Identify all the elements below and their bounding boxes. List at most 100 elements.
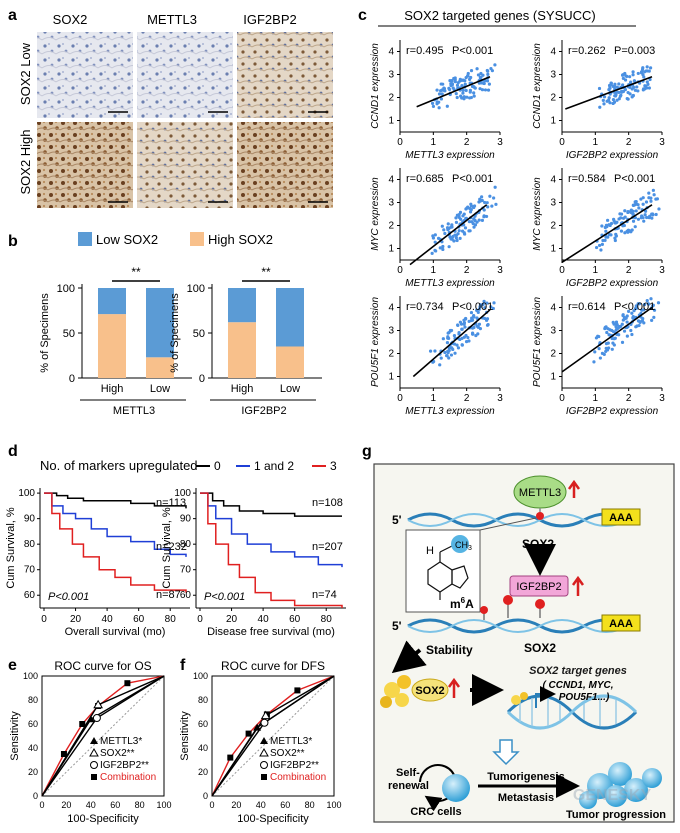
y-tick-label: 100 (187, 283, 205, 295)
scatter-point (640, 214, 644, 218)
scatter-point (623, 71, 627, 76)
scatter-point (451, 234, 455, 239)
sox2-label: SOX2 (522, 537, 554, 551)
mrna-strand (407, 512, 629, 528)
scatter-point (469, 318, 473, 323)
roc-curve (41, 675, 165, 797)
scatter-point (641, 317, 645, 321)
scatter-point (478, 87, 482, 91)
scatter-point (643, 87, 647, 91)
scatter-point (604, 346, 608, 350)
scatter-point (600, 351, 605, 355)
bar-low-sox2 (146, 288, 174, 358)
scatter-point (607, 96, 611, 100)
roc-legend-label: Combination (270, 772, 326, 783)
scatter-point (598, 105, 602, 109)
scatter-point (617, 97, 621, 101)
scatter-point (473, 218, 477, 222)
scatter-point (605, 330, 609, 335)
x-tick-label: 0 (559, 137, 565, 148)
x-tick-label: 0 (209, 800, 214, 810)
scatter-point (447, 348, 451, 353)
scatter-point (471, 85, 476, 89)
scatter-point (635, 324, 639, 328)
scatter-point (614, 232, 618, 236)
crc-cell (442, 774, 470, 802)
scatter-point (643, 70, 647, 74)
scatter-point (620, 340, 625, 344)
panel-label-f: f (180, 657, 186, 674)
scatter-point (641, 202, 645, 206)
scatter-point (439, 97, 443, 101)
n-label: n=207 (312, 541, 343, 553)
roc-title: ROC curve for DFS (221, 659, 325, 673)
sox2-protein-label: SOX2 (415, 685, 444, 697)
scatter-point (450, 82, 454, 86)
scatter-point (454, 236, 458, 240)
y-tick-label: 50 (193, 328, 205, 340)
scatter-point (611, 320, 615, 324)
polya-tail (601, 614, 641, 632)
y-axis-label: Cum Survival, % (5, 507, 17, 589)
roc-legend-label: SOX2** (100, 748, 135, 759)
scatter-point (608, 101, 612, 105)
x-tick-label: 0 (197, 614, 203, 625)
scatter-point (433, 349, 437, 353)
scatter-point (650, 216, 654, 220)
scatter-point (610, 347, 614, 351)
regression-line (565, 76, 653, 110)
scatter-point (592, 360, 596, 364)
scatter-point (430, 101, 435, 105)
x-tick-label: 20 (226, 614, 238, 625)
metastasis-label: Metastasis (498, 792, 554, 804)
y-tick-label: 50 (63, 328, 75, 340)
scatter-point (462, 231, 466, 235)
y-axis-label: POU5F1 expression (532, 297, 543, 387)
scatter-point (443, 231, 447, 236)
y-tick-label: 0 (199, 373, 205, 385)
scatter-point (472, 315, 476, 319)
x-tick-label: High (231, 383, 254, 395)
scatter-point (611, 98, 616, 102)
panel-b: Low SOX2 High SOX2 0 50 100 % of Specimens H… (39, 232, 322, 417)
open-down-arrow-icon (492, 739, 520, 766)
m6a-structure (405, 529, 481, 613)
scatter-point (482, 81, 486, 86)
p-value: P<0.001 (452, 301, 493, 313)
scatter-point (462, 335, 466, 339)
scatter-point (445, 104, 449, 108)
scatter-point (433, 233, 437, 237)
scatter-point (598, 356, 602, 360)
m6a-sites (480, 595, 545, 620)
regression-line (412, 309, 491, 378)
scatter-point (609, 233, 613, 237)
five-prime-label: 5' (392, 619, 402, 633)
scatter-point (450, 225, 454, 229)
scatter-point (473, 223, 478, 227)
scatter-point (482, 215, 486, 219)
scatter-point (447, 356, 451, 360)
scatter-point (639, 197, 643, 201)
group-label: IGF2BP2 (241, 405, 286, 417)
scatter-point (477, 322, 482, 326)
km-legend: 0 1 and 2 3 (196, 459, 337, 473)
upregulated-arrow-icon (571, 575, 585, 596)
y-tick-label: 2 (388, 349, 394, 360)
scatter-point (642, 321, 646, 325)
x-tick-label: 0 (559, 393, 565, 404)
regression-line (561, 306, 653, 373)
scatter-point (469, 95, 473, 100)
scatter-point (623, 209, 627, 213)
n-label: n=74 (312, 589, 337, 601)
y-axis-label: % of Specimens (169, 293, 181, 373)
scatter-point (459, 322, 464, 326)
tumorigenesis-label: Tumorigenesis (487, 771, 564, 783)
roc-marker (261, 774, 267, 780)
scatter-point (597, 347, 601, 351)
roc-plots: ROC curve for OS002020404060608080100100… (9, 659, 342, 825)
scatter-point (475, 67, 479, 71)
polya-label: AAA (609, 512, 633, 524)
